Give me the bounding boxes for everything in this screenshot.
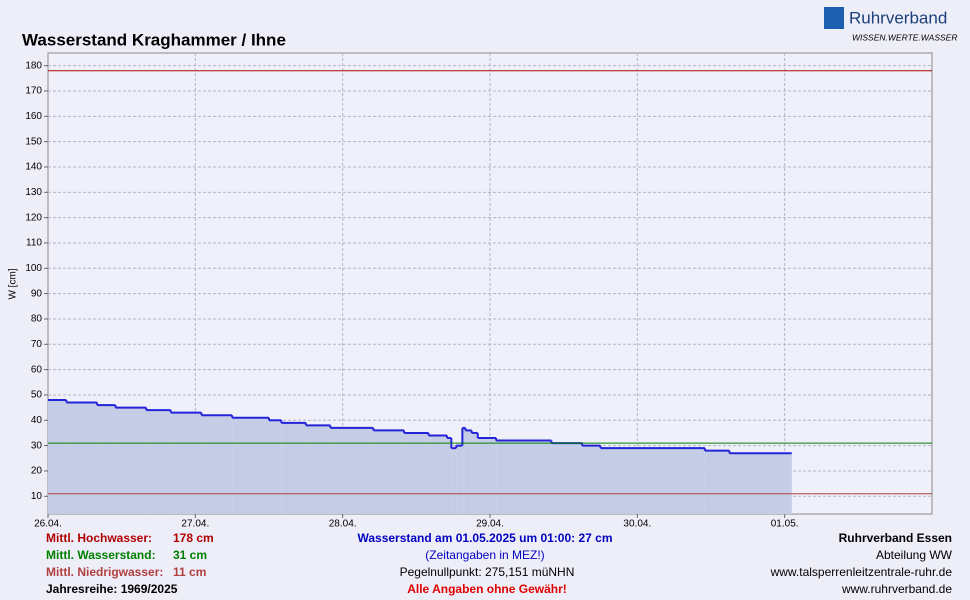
- publisher-line: www.talsperrenleitzentrale-ruhr.de: [770, 565, 953, 579]
- area-step: [269, 420, 282, 514]
- area-step: [305, 425, 331, 514]
- current-level: Wasserstand am 01.05.2025 um 01:00: 27 c…: [357, 531, 612, 545]
- y-tick-label: 60: [31, 364, 43, 375]
- area-step: [48, 400, 67, 514]
- area-step: [465, 430, 472, 514]
- area-step: [451, 448, 457, 514]
- y-tick-label: 40: [31, 415, 43, 426]
- period: Jahresreihe: 1969/2025: [46, 582, 178, 596]
- chart-title: Wasserstand Kraghammer / Ihne: [22, 30, 286, 49]
- area-step: [373, 430, 405, 514]
- y-tick-label: 80: [31, 314, 43, 325]
- legend-label: Mittl. Niedrigwasser:: [46, 565, 163, 579]
- y-tick-label: 150: [25, 136, 42, 147]
- legend-value: 178 cm: [173, 531, 214, 545]
- y-tick-label: 10: [31, 491, 43, 502]
- y-tick-label: 170: [25, 86, 42, 97]
- y-tick-label: 100: [25, 263, 42, 274]
- x-tick-label: 29.04.: [476, 519, 504, 530]
- area-step: [428, 435, 448, 514]
- area-step: [600, 448, 705, 514]
- area-step: [404, 432, 429, 514]
- area-step: [281, 422, 306, 514]
- area-step: [456, 445, 463, 514]
- area-step: [146, 410, 171, 514]
- y-tick-label: 50: [31, 390, 43, 401]
- y-tick-label: 110: [26, 238, 42, 249]
- area-step: [66, 402, 98, 514]
- area-step: [551, 443, 583, 514]
- x-tick-label: 28.04.: [329, 519, 357, 530]
- y-tick-label: 30: [31, 440, 43, 451]
- legend-label: Mittl. Hochwasser:: [46, 531, 152, 545]
- y-tick-label: 120: [25, 212, 42, 223]
- area-step: [97, 405, 116, 514]
- x-tick-label: 01.05.: [771, 519, 799, 530]
- publisher-line: Ruhrverband Essen: [839, 531, 952, 545]
- y-tick-label: 130: [25, 187, 42, 198]
- legend-value: 11 cm: [173, 565, 206, 579]
- logo: Ruhrverband WISSEN.WERTE.WASSER: [824, 7, 957, 42]
- area-step: [232, 417, 269, 514]
- x-tick-label: 30.04.: [623, 519, 651, 530]
- y-tick-label: 160: [25, 111, 42, 122]
- y-axis-label: W [cm]: [8, 268, 19, 299]
- publisher-line: www.ruhrverband.de: [841, 582, 952, 596]
- logo-slogan: WISSEN.WERTE.WASSER: [852, 32, 957, 42]
- y-tick-label: 140: [25, 162, 42, 173]
- area-step: [170, 412, 202, 514]
- publisher-line: Abteilung WW: [876, 548, 953, 562]
- timezone-note: (Zeitangaben in MEZ!): [425, 548, 544, 562]
- gauge-zero: Pegelnullpunkt: 275,151 müNHN: [400, 565, 575, 579]
- area-step: [729, 453, 791, 514]
- y-tick-label: 20: [31, 466, 43, 477]
- area-step: [330, 427, 374, 514]
- y-tick-label: 70: [31, 339, 43, 350]
- area-step: [496, 440, 552, 514]
- area-step: [447, 438, 452, 514]
- legend-label: Mittl. Wasserstand:: [46, 548, 156, 562]
- y-tick-label: 180: [25, 60, 42, 71]
- y-tick-label: 90: [31, 288, 43, 299]
- area-step: [115, 407, 147, 514]
- area-step: [477, 438, 497, 514]
- area-step: [582, 445, 601, 514]
- area-step: [704, 450, 730, 514]
- area-step: [462, 427, 466, 514]
- x-tick-label: 26.04.: [34, 519, 62, 530]
- x-tick-label: 27.04.: [181, 519, 209, 530]
- logo-name: Ruhrverband: [849, 8, 947, 27]
- legend-value: 31 cm: [173, 548, 207, 562]
- area-step: [201, 415, 233, 514]
- area-step: [471, 432, 478, 514]
- area-step: [790, 453, 792, 514]
- logo-icon: [824, 7, 844, 29]
- disclaimer: Alle Angaben ohne Gewähr!: [407, 582, 567, 596]
